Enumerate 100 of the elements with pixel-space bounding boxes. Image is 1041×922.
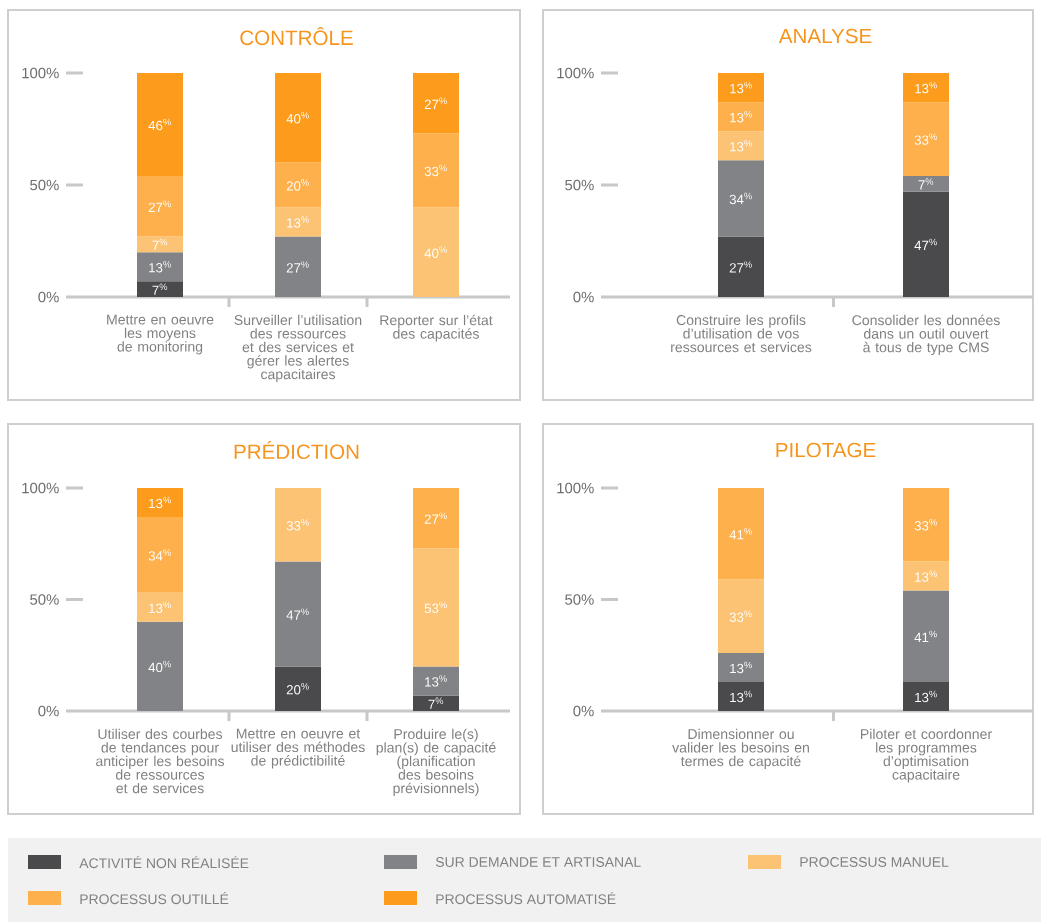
y-tick-label: 0% (38, 705, 59, 717)
data-label: 13$^{%}$ (730, 661, 752, 674)
data-label: 34$^{%}$ (148, 549, 171, 561)
y-tick-label: 100% (557, 67, 594, 79)
data-label: 41$^{%}$ (729, 528, 752, 540)
chart-title: CONTRÔLE (240, 26, 353, 46)
bar (413, 695, 460, 712)
chart-title: PRÉDICTION (234, 441, 359, 460)
data-label: 13$^{%}$ (149, 601, 171, 614)
bar (718, 653, 765, 683)
x-tick-label: Mettre en oeuvre et utiliser des méthodes de prédictibilité (231, 728, 365, 769)
x-tick-label: Dimensionner ou valider les besoins en termes de capacité (672, 728, 809, 769)
x-tick-label: Consolider les données dans un outil ouvert à tous de type CMS (852, 314, 1000, 356)
bar (903, 191, 950, 298)
data-label: 13$^{%}$ (287, 216, 309, 228)
bar (718, 236, 765, 298)
bar (718, 160, 765, 237)
data-label: 20$^{%}$ (286, 683, 309, 695)
bar (275, 73, 322, 163)
bar (903, 561, 950, 591)
data-label: 13$^{%}$ (915, 81, 937, 94)
bar (903, 488, 950, 562)
y-tick-label: 0% (38, 291, 59, 303)
data-label: 27$^{%}$ (424, 97, 447, 109)
x-tick-label: Produire le(s) plan(s) de capacité (planification des besoins prévisionnels) (376, 728, 496, 797)
bar (137, 236, 183, 253)
bar (275, 488, 322, 562)
data-label: 20$^{%}$ (286, 179, 309, 191)
data-label: 13$^{%}$ (915, 690, 937, 703)
bar (137, 592, 183, 622)
y-tick-label: 100% (557, 482, 594, 494)
x-tick-label: Mettre en oeuvre les moyens de monitoring (107, 314, 214, 355)
bar (413, 207, 460, 298)
data-label: 13$^{%}$ (149, 261, 171, 273)
data-label: 33$^{%}$ (914, 519, 937, 531)
x-tick-label: Utiliser des courbes de tendances pour anticiper les besoins de ressources et de services (96, 728, 225, 794)
data-label: 53$^{%}$ (424, 601, 447, 614)
data-label: 33$^{%}$ (424, 164, 447, 177)
data-label: 27$^{%}$ (148, 200, 171, 212)
x-tick-label: Construire les profils d’utilisation de vos ressources et services (671, 314, 812, 353)
data-label: 27$^{%}$ (286, 261, 309, 273)
data-label: 41$^{%}$ (914, 630, 937, 642)
y-tick-label: 50% (565, 179, 594, 191)
x-tick-label: Surveiller l’utilisation des ressources et des services et gérer les alertes capacitaires (234, 314, 362, 383)
data-label: 46$^{%}$ (148, 118, 171, 131)
data-label: 13$^{%}$ (425, 675, 447, 687)
legend-label: SUR DEMANDE ET ARTISANAL (435, 857, 641, 867)
bar (903, 73, 950, 103)
chart-title: ANALYSE (778, 28, 872, 44)
bar (718, 131, 765, 161)
bar (137, 516, 183, 593)
y-tick-label: 50% (565, 594, 594, 605)
data-label: 33$^{%}$ (729, 610, 752, 622)
bar (275, 236, 322, 298)
data-label: 33$^{%}$ (914, 133, 937, 145)
data-label: 33$^{%}$ (286, 519, 309, 531)
bar (275, 162, 322, 208)
bar (137, 252, 183, 282)
bar (413, 666, 460, 696)
y-tick-label: 100% (22, 67, 59, 79)
data-label: 27$^{%}$ (424, 512, 447, 524)
bar (903, 590, 950, 683)
bar (137, 73, 183, 177)
bar (137, 281, 183, 298)
data-label: 34$^{%}$ (729, 192, 752, 205)
data-label: 13$^{%}$ (730, 140, 752, 152)
data-label: 13$^{%}$ (915, 570, 937, 582)
bar (718, 682, 765, 712)
bar (718, 102, 765, 132)
bar (275, 666, 322, 712)
legend-label: PROCESSUS OUTILLÉ (80, 891, 229, 905)
bar (718, 73, 765, 103)
bar (718, 579, 765, 654)
data-label: 13$^{%}$ (149, 496, 171, 509)
bar (903, 102, 950, 177)
bar (275, 207, 322, 237)
y-tick-label: 0% (573, 291, 594, 303)
data-label: 7$^{%}$ (152, 283, 168, 295)
bar (275, 561, 322, 667)
x-tick-label: Reporter sur l’état des capacités (380, 314, 493, 342)
data-label: 40$^{%}$ (148, 660, 171, 673)
bar (413, 133, 460, 208)
legend-label: ACTIVITÉ NON RÉALISÉE (79, 855, 249, 869)
y-tick-label: 50% (30, 179, 59, 191)
data-label: 47$^{%}$ (286, 608, 309, 620)
data-label: 13$^{%}$ (730, 690, 752, 703)
data-label: 7$^{%}$ (428, 697, 444, 709)
legend-label: PROCESSUS AUTOMATISÉ (436, 891, 616, 905)
y-tick-label: 0% (573, 705, 594, 717)
y-tick-label: 50% (30, 594, 59, 605)
bar (413, 73, 460, 134)
bar (137, 488, 183, 517)
data-label: 7$^{%}$ (918, 178, 934, 190)
data-label: 47$^{%}$ (914, 238, 937, 250)
bar (137, 176, 183, 237)
data-label: 40$^{%}$ (286, 112, 309, 124)
data-label: 7$^{%}$ (152, 238, 168, 250)
bar (718, 488, 765, 580)
bar (413, 548, 460, 667)
bar (903, 176, 950, 192)
